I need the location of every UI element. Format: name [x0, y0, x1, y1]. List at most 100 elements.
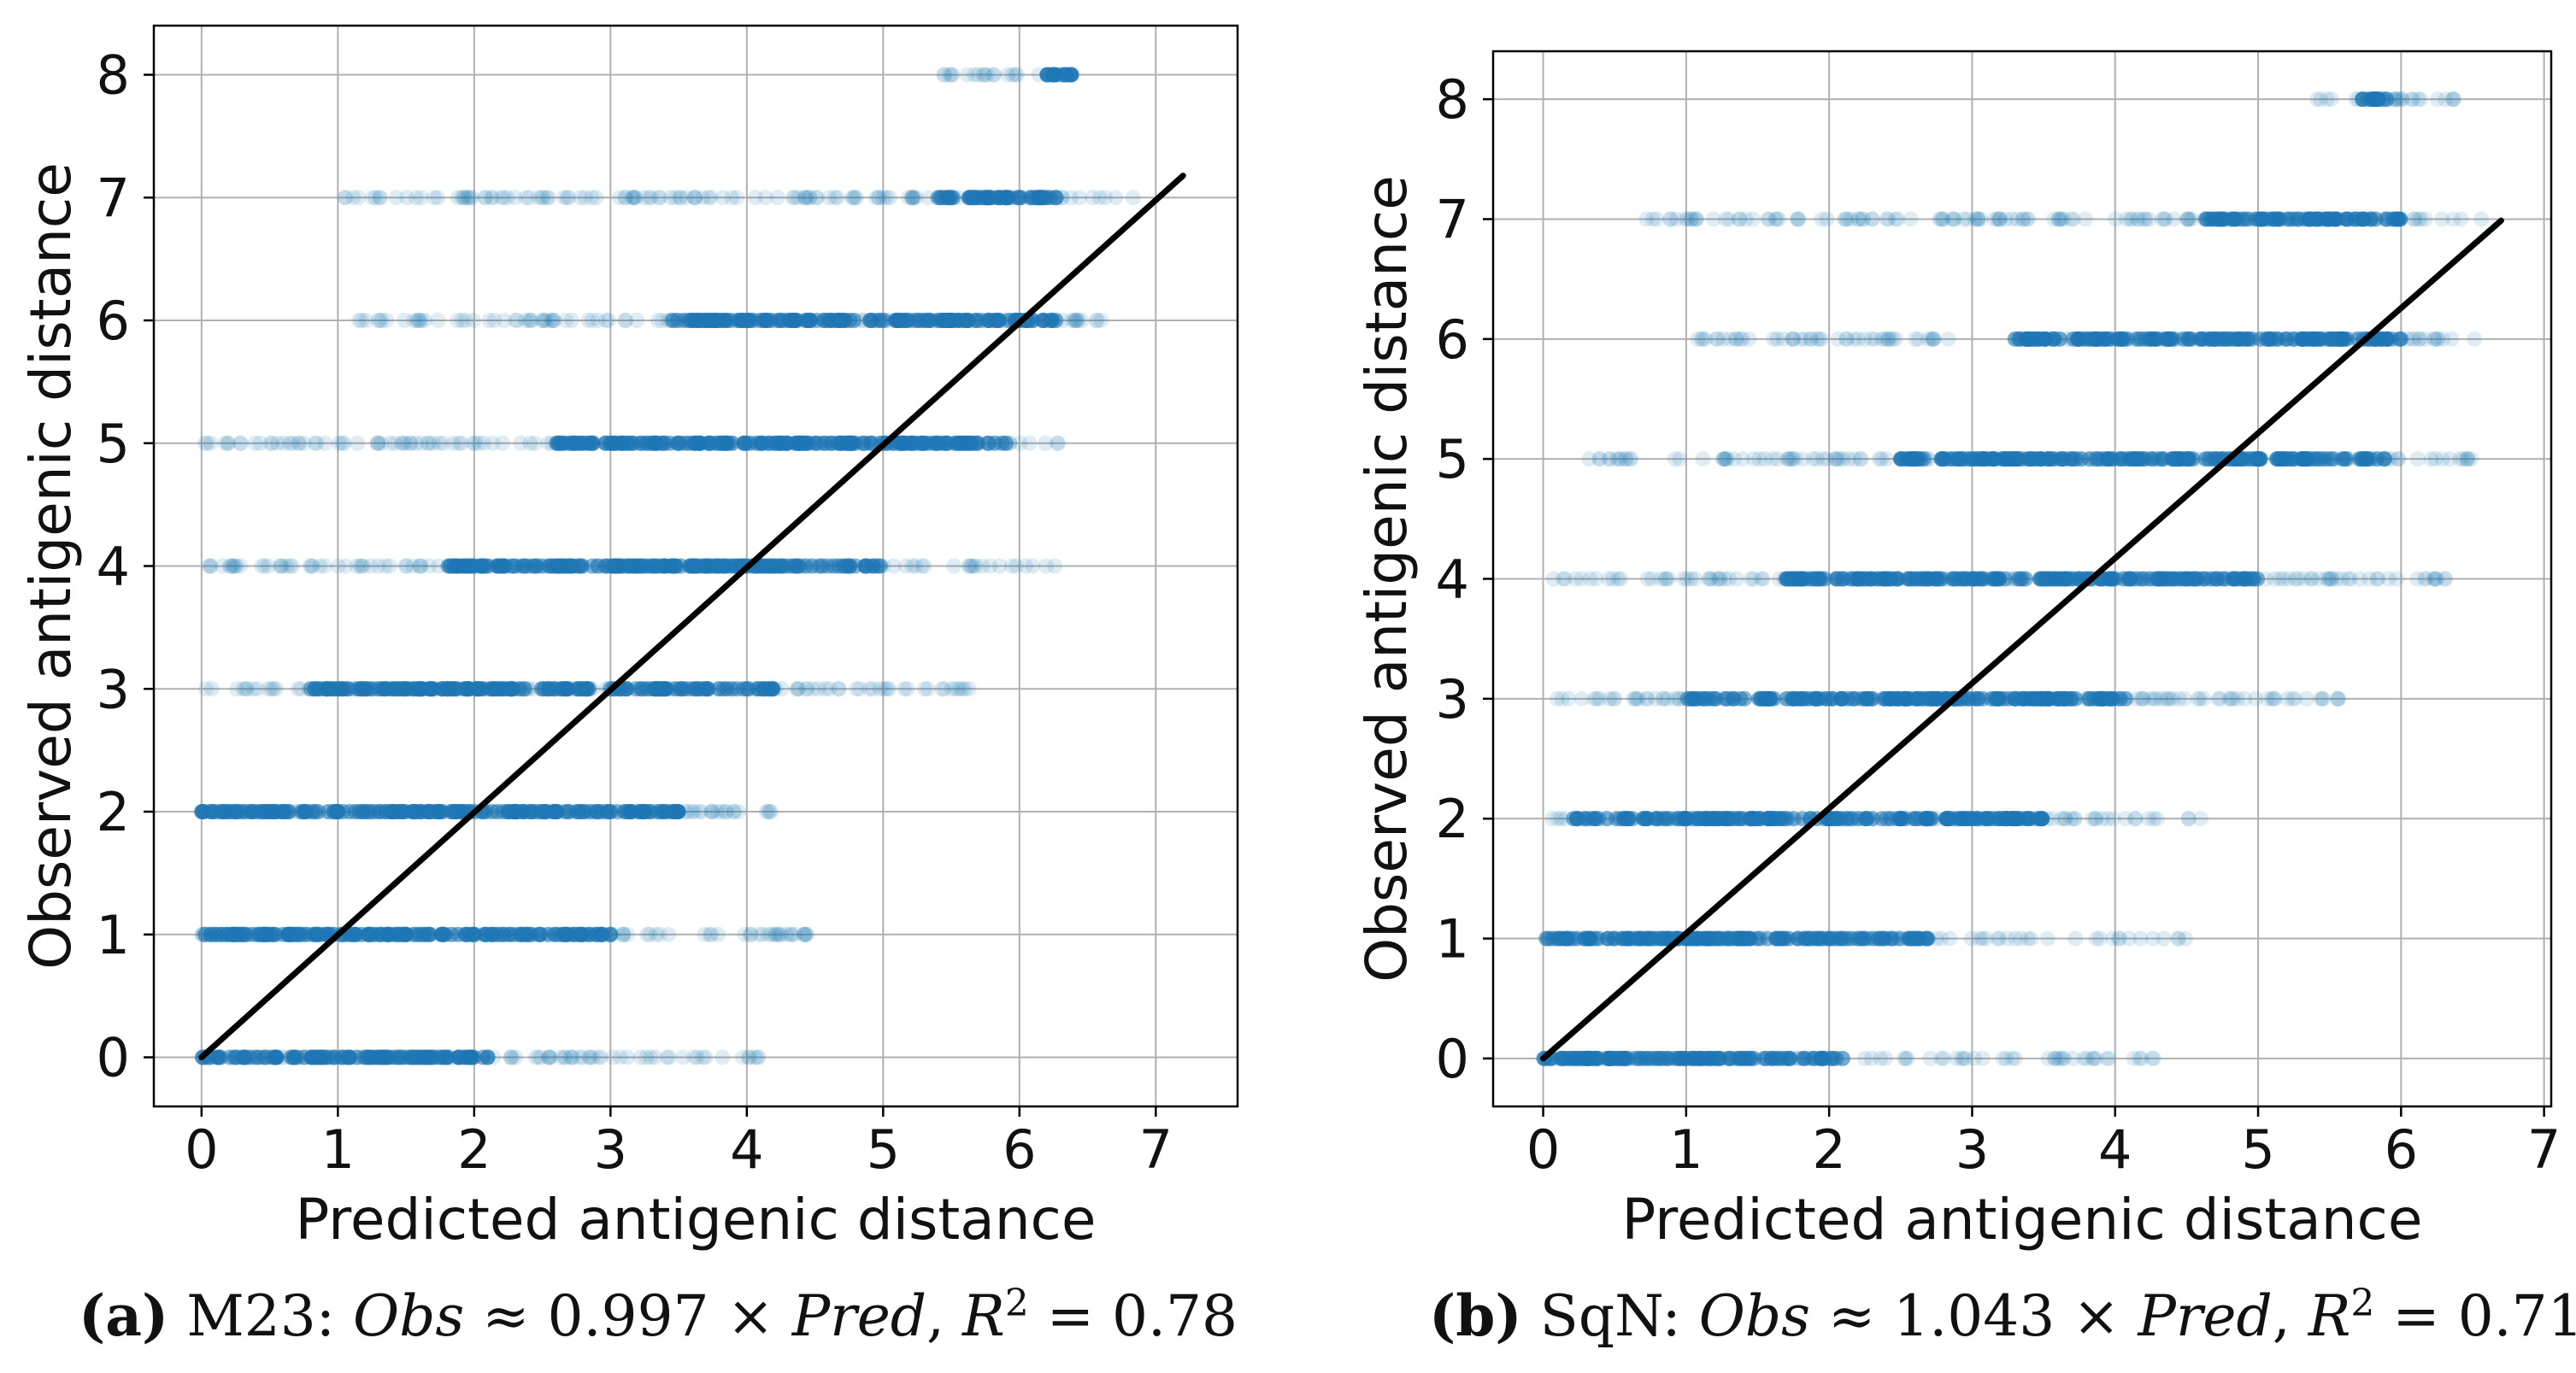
data-point: [2252, 451, 2268, 467]
data-point: [1545, 571, 1561, 587]
data-point: [1097, 190, 1114, 206]
data-point: [791, 435, 808, 451]
data-point: [2088, 930, 2104, 947]
data-point: [1741, 331, 1757, 347]
data-point: [934, 681, 950, 697]
data-point: [2180, 331, 2197, 347]
data-point: [1720, 451, 1736, 467]
data-point: [1987, 690, 2003, 707]
data-point: [1907, 811, 1923, 827]
data-point: [967, 558, 984, 574]
data-point: [456, 190, 472, 206]
data-point: [2166, 211, 2182, 227]
data-point: [2112, 930, 2128, 947]
data-point: [281, 435, 297, 451]
y-tick-label: 4: [97, 536, 130, 598]
data-point: [361, 926, 377, 942]
data-point: [1683, 571, 1699, 587]
data-point: [196, 804, 212, 819]
data-point: [1591, 690, 1608, 707]
data-point: [849, 681, 865, 697]
data-point: [503, 1049, 519, 1065]
data-point: [316, 558, 332, 574]
data-point: [558, 313, 574, 328]
data-point: [1070, 313, 1086, 328]
data-point: [1003, 558, 1020, 574]
data-point: [2145, 930, 2161, 947]
data-point: [405, 558, 421, 574]
data-point: [1871, 451, 1887, 467]
data-point: [1573, 571, 1590, 587]
data-point: [1715, 451, 1732, 467]
data-point: [810, 681, 826, 697]
data-point: [225, 558, 241, 574]
data-point: [2445, 211, 2461, 227]
data-point: [1047, 558, 1063, 574]
data-point: [370, 435, 386, 451]
data-point: [2157, 211, 2173, 227]
data-point: [268, 681, 284, 697]
data-point: [1830, 331, 1846, 347]
data-point: [1605, 690, 1621, 707]
data-point: [1626, 690, 1642, 707]
data-point: [1672, 451, 1688, 467]
data-point: [1910, 331, 1926, 347]
data-point: [1924, 331, 1940, 347]
data-point: [517, 313, 533, 328]
caption-a-letter: (a): [79, 1282, 169, 1349]
data-point: [879, 190, 895, 206]
data-point: [1038, 558, 1055, 574]
data-point: [303, 1049, 320, 1065]
data-point: [543, 313, 559, 328]
caption-b-slope: 1.043: [1893, 1283, 2056, 1349]
data-point: [1779, 451, 1796, 467]
data-point: [270, 435, 286, 451]
data-point: [475, 435, 491, 451]
data-point: [1932, 211, 1949, 227]
data-point: [2460, 451, 2476, 467]
data-point: [1797, 331, 1813, 347]
data-point: [827, 190, 844, 206]
data-point: [1581, 451, 1597, 467]
data-point: [1935, 1050, 1951, 1066]
data-point: [798, 926, 815, 942]
data-point: [1553, 811, 1569, 827]
data-point: [239, 681, 256, 697]
data-point: [718, 804, 734, 819]
data-point: [768, 926, 785, 942]
data-point: [1709, 571, 1725, 587]
data-point: [2141, 811, 2157, 827]
data-point: [1825, 811, 1841, 827]
data-point: [632, 1049, 649, 1065]
data-point: [1840, 451, 1856, 467]
data-point: [1865, 211, 1881, 227]
data-point: [368, 190, 384, 206]
data-point: [2127, 811, 2144, 827]
data-point: [875, 190, 891, 206]
data-point: [1744, 211, 1761, 227]
data-point: [425, 435, 441, 451]
data-point: [2052, 1050, 2068, 1066]
data-point: [1667, 1050, 1683, 1066]
data-point: [1661, 211, 1678, 227]
data-point: [691, 804, 707, 819]
data-point: [372, 190, 388, 206]
data-point: [2103, 571, 2120, 587]
data-point: [1873, 571, 1890, 587]
data-point: [605, 558, 621, 574]
data-point: [252, 435, 268, 451]
data-point: [2391, 91, 2407, 108]
data-point: [584, 558, 600, 574]
data-point: [2008, 451, 2024, 467]
data-point: [1763, 1050, 1779, 1066]
data-point: [1039, 67, 1056, 83]
data-point: [963, 558, 979, 574]
data-point: [2091, 930, 2108, 947]
data-point: [1660, 690, 1676, 707]
data-point: [467, 435, 483, 451]
data-point: [2104, 930, 2120, 947]
data-point: [2085, 811, 2101, 827]
data-point: [2279, 690, 2296, 707]
data-point: [753, 558, 769, 574]
data-point: [1009, 67, 1026, 83]
